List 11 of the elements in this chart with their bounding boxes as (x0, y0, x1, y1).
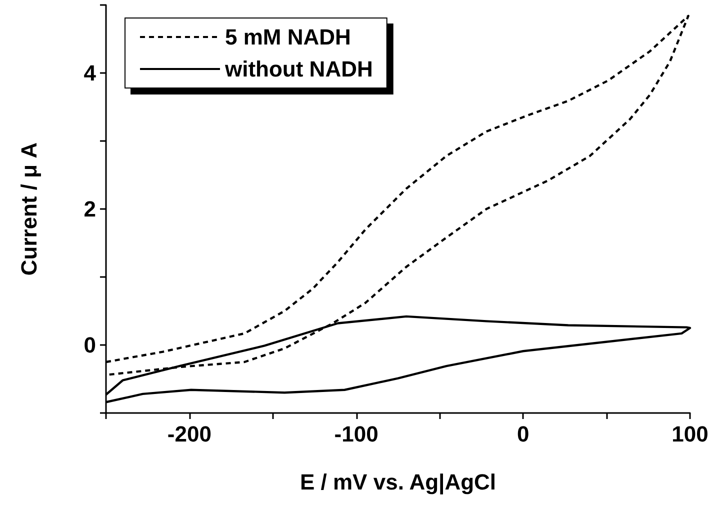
x-tick-label: -100 (334, 422, 378, 446)
legend-label: without NADH (224, 56, 373, 82)
y-tick-label: 4 (84, 60, 97, 86)
y-tick-label: 0 (84, 332, 96, 358)
x-tick-label: -200 (167, 422, 212, 446)
x-tick-label: 100 (672, 422, 708, 446)
x-axis-title: E / mV vs. Ag|AgCl (300, 470, 496, 494)
x-tick-label: 0 (517, 422, 530, 446)
y-axis-title: Current / μ A (16, 142, 42, 276)
legend-label: 5 mM NADH (225, 24, 351, 50)
y-tick-label: 2 (84, 196, 96, 222)
